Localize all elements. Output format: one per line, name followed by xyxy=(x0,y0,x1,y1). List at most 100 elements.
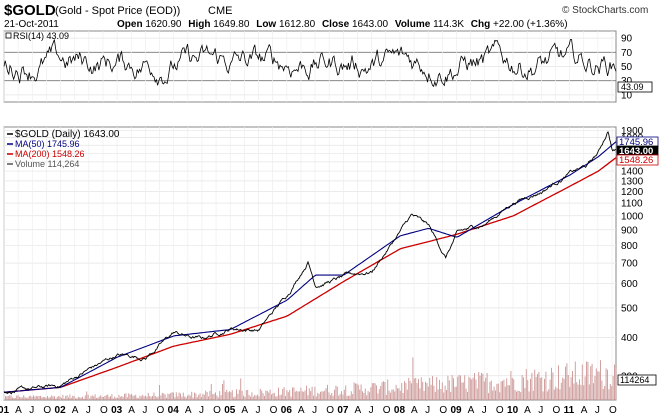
volume-bar xyxy=(539,377,541,400)
volume-bar xyxy=(450,391,452,400)
volume-bar xyxy=(390,392,391,400)
volume-bar xyxy=(461,382,463,400)
volume-bar xyxy=(103,396,104,400)
x-tick-label: A xyxy=(128,405,135,416)
volume-bar xyxy=(297,391,299,400)
volume-bar xyxy=(404,381,405,400)
volume-bar xyxy=(516,391,517,400)
volume-bar xyxy=(520,392,522,400)
volume-bar xyxy=(482,373,484,400)
volume-bar xyxy=(425,381,426,400)
volume-bar xyxy=(6,396,8,400)
volume-bar xyxy=(289,390,291,400)
volume-bar xyxy=(538,371,540,400)
volume-bar xyxy=(9,395,11,400)
volume-bar xyxy=(457,376,459,400)
x-tick-label: A xyxy=(72,405,79,416)
x-tick-label: A xyxy=(354,405,361,416)
volume-bar xyxy=(287,392,289,400)
volume-bar xyxy=(383,381,384,400)
volume-bar xyxy=(42,397,44,400)
volume-bar xyxy=(303,391,305,400)
volume-bar xyxy=(247,389,249,400)
volume-bar xyxy=(273,392,275,400)
volume-bar xyxy=(168,394,170,400)
volume-bar xyxy=(492,390,494,400)
volume-bar xyxy=(605,368,607,400)
volume-bar xyxy=(62,394,64,400)
volume-bar xyxy=(399,390,401,400)
volume-bar xyxy=(84,395,86,400)
volume-bar xyxy=(220,395,222,400)
volume-bar xyxy=(19,396,20,400)
volume-bar xyxy=(234,396,236,400)
volume-bar xyxy=(31,397,33,400)
volume-bar xyxy=(272,393,274,400)
volume-bar xyxy=(468,376,470,400)
volume-bar xyxy=(252,396,254,400)
volume-bar xyxy=(506,378,508,400)
volume-bar xyxy=(104,395,106,400)
price-tick-label: 800 xyxy=(621,241,638,252)
volume-bar xyxy=(525,369,527,400)
volume-bar xyxy=(59,396,61,400)
x-tick-label: J xyxy=(425,405,430,416)
volume-bar xyxy=(587,361,589,400)
volume-bar xyxy=(321,391,323,400)
volume-bar xyxy=(286,390,288,400)
volume-bar xyxy=(54,396,55,400)
volume-bar xyxy=(142,394,144,400)
volume-bar xyxy=(114,396,116,400)
volume-bar xyxy=(41,397,43,400)
volume-bar xyxy=(30,395,32,400)
volume-bar xyxy=(61,397,62,400)
volume-bar xyxy=(552,372,554,400)
volume-bar xyxy=(598,371,600,400)
volume-bar xyxy=(350,391,352,400)
volume-bar xyxy=(331,392,333,400)
volume-bar xyxy=(121,396,123,400)
volume-bar xyxy=(433,385,435,400)
volume-bar xyxy=(26,398,27,400)
volume-bar xyxy=(371,383,373,400)
volume-bar xyxy=(271,394,272,400)
quote-line: Open 1620.90 High 1649.80 Low 1612.80 Cl… xyxy=(117,19,568,30)
volume-bar xyxy=(398,388,400,400)
volume-bar xyxy=(542,391,544,400)
volume-bar xyxy=(395,384,397,400)
volume-bar xyxy=(545,371,547,400)
volume-bar xyxy=(338,395,340,400)
volume-bar xyxy=(17,395,19,400)
volume-bar xyxy=(12,397,13,400)
volume-bar xyxy=(229,391,230,400)
volume-bar xyxy=(101,396,103,400)
x-tick-label: O xyxy=(609,405,617,416)
volume-bar xyxy=(497,383,499,400)
volume-bar xyxy=(98,396,100,400)
volume-bar xyxy=(250,396,251,400)
volume-bar xyxy=(254,394,256,400)
volume-bar xyxy=(68,397,69,400)
volume-bar xyxy=(231,390,233,400)
volume-bar xyxy=(251,392,253,400)
volume-bar xyxy=(317,392,319,400)
volume-bar xyxy=(471,379,473,400)
volume-bar xyxy=(194,392,195,400)
volume-bar xyxy=(306,385,307,400)
volume-bar xyxy=(233,397,235,400)
rsi-tick-label: 50 xyxy=(621,62,633,73)
volume-bar xyxy=(567,375,569,400)
volume-bar xyxy=(314,386,316,400)
volume-bar xyxy=(28,395,30,400)
volume-bar xyxy=(66,395,68,400)
volume-bar xyxy=(555,386,557,400)
volume-bar xyxy=(380,386,382,400)
volume-bar xyxy=(615,367,617,400)
volume-bar xyxy=(285,395,286,400)
ma200-series-line xyxy=(3,157,617,393)
volume-bar xyxy=(553,389,555,400)
volume-bar xyxy=(363,393,365,400)
volume-bar xyxy=(493,386,495,400)
volume-bar xyxy=(385,394,387,400)
volume-bar xyxy=(206,391,208,400)
